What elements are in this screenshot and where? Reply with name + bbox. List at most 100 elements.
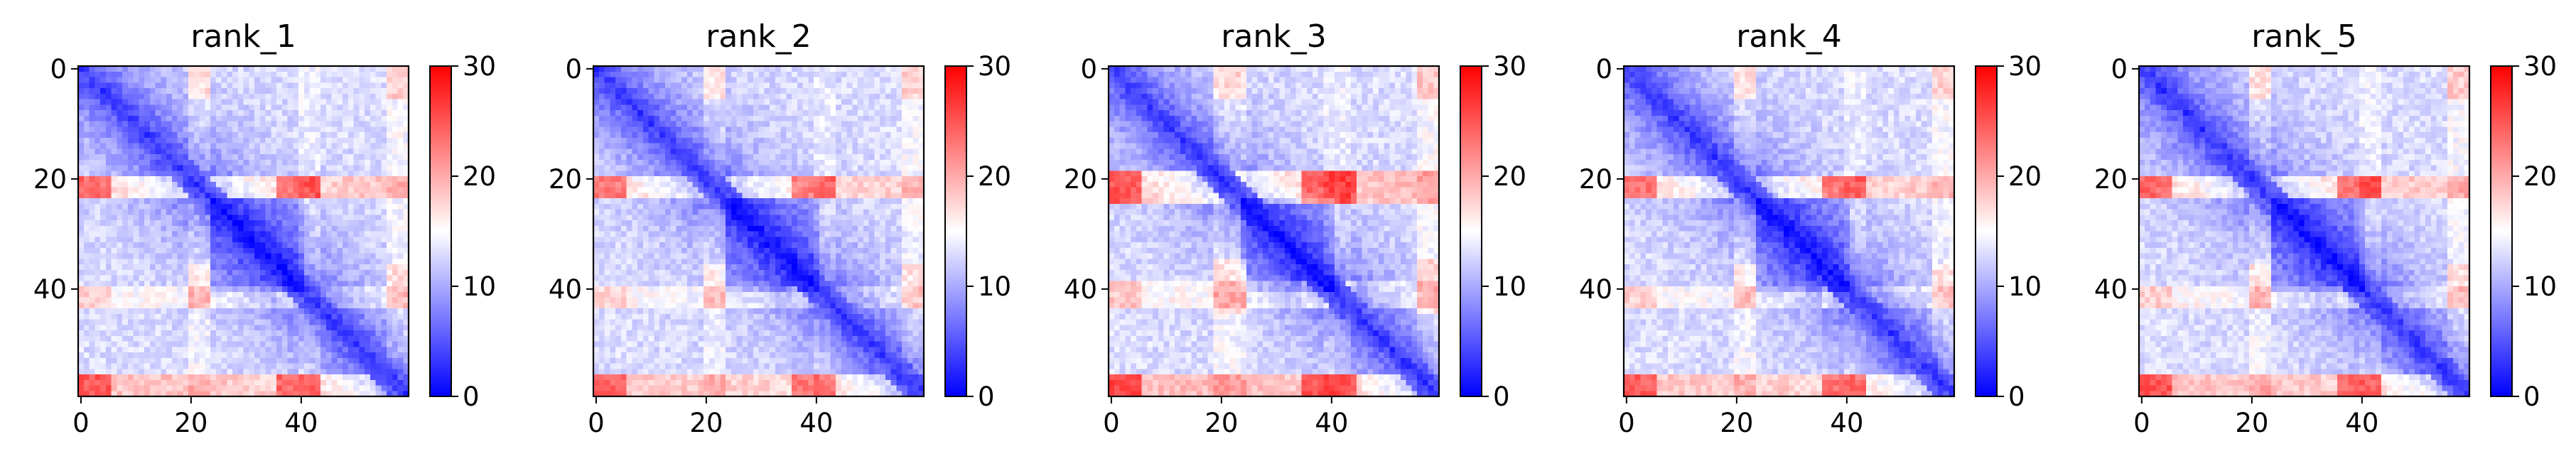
heatmap-cell	[144, 391, 151, 397]
heatmap-cell	[144, 126, 151, 133]
heatmap-cell	[780, 93, 787, 100]
heatmap-cell	[127, 281, 134, 287]
heatmap-cell	[375, 308, 382, 315]
heatmap-cell	[397, 88, 404, 94]
heatmap-cell	[78, 253, 85, 259]
heatmap-cell	[764, 132, 770, 139]
heatmap-cell	[315, 281, 321, 287]
heatmap-cell	[902, 82, 908, 89]
heatmap-cell	[331, 308, 338, 315]
heatmap-cell	[648, 93, 654, 100]
heatmap-cell	[692, 159, 699, 166]
heatmap-cell	[902, 126, 908, 133]
heatmap-cell	[381, 154, 387, 161]
heatmap-cell	[780, 71, 787, 78]
heatmap-cell	[232, 286, 239, 293]
heatmap-cell	[243, 77, 249, 83]
heatmap-cell	[698, 82, 704, 89]
heatmap-cell	[726, 93, 732, 100]
heatmap-cell	[824, 104, 831, 111]
heatmap-cell	[83, 291, 90, 298]
heatmap-cell	[303, 286, 311, 293]
heatmap-cell	[227, 99, 233, 105]
heatmap-cell	[95, 269, 101, 276]
heatmap-cell	[708, 148, 716, 155]
heatmap-cell	[166, 77, 173, 83]
heatmap-cell	[199, 225, 205, 232]
heatmap-cell	[664, 104, 672, 111]
heatmap-cell	[122, 325, 129, 331]
heatmap-cell	[133, 71, 139, 78]
heatmap-cell	[139, 203, 145, 210]
heatmap-cell	[155, 253, 161, 259]
heatmap-cell	[359, 215, 365, 221]
heatmap-cell	[359, 132, 365, 139]
heatmap-cell	[748, 143, 754, 149]
heatmap-cell	[237, 176, 244, 183]
heatmap-cell	[298, 335, 305, 342]
heatmap-cell	[265, 242, 271, 249]
heatmap-cell	[205, 275, 211, 281]
heatmap-cell	[387, 237, 393, 243]
heatmap-cell	[254, 104, 261, 111]
heatmap-cell	[293, 363, 299, 369]
heatmap-cell	[615, 176, 622, 183]
heatmap-cell	[726, 170, 732, 177]
heatmap-cell	[259, 137, 266, 144]
heatmap-cell	[797, 77, 804, 83]
heatmap-cell	[303, 203, 311, 210]
heatmap-cell	[320, 308, 327, 315]
heatmap-cell	[309, 170, 316, 177]
heatmap-cell	[133, 325, 139, 331]
heatmap-cell	[397, 319, 404, 325]
heatmap-cell	[387, 93, 393, 100]
heatmap-cell	[139, 291, 145, 298]
heatmap-cell	[78, 115, 85, 122]
heatmap-cell	[775, 66, 782, 72]
heatmap-cell	[259, 374, 266, 381]
heatmap-cell	[287, 385, 293, 391]
heatmap-cell	[375, 281, 382, 287]
heatmap-cell	[259, 198, 266, 205]
heatmap-cell	[642, 132, 650, 139]
heatmap-cell	[221, 347, 227, 353]
heatmap-cell	[381, 82, 387, 89]
heatmap-cell	[615, 159, 622, 166]
heatmap-cell	[593, 143, 600, 149]
heatmap-cell	[227, 286, 233, 293]
heatmap-cell	[824, 88, 831, 94]
heatmap-cell	[359, 237, 365, 243]
heatmap-cell	[642, 154, 650, 161]
heatmap-cell	[287, 121, 293, 127]
heatmap-cell	[331, 369, 338, 375]
heatmap-cell	[365, 115, 371, 122]
heatmap-cell	[100, 325, 107, 331]
heatmap-cell	[392, 187, 399, 193]
heatmap-cell	[259, 132, 266, 139]
heatmap-cell	[325, 66, 333, 72]
heatmap-cell	[83, 132, 90, 139]
heatmap-cell	[177, 379, 183, 386]
heatmap-cell	[303, 126, 311, 133]
heatmap-cell	[830, 143, 836, 149]
heatmap-cell	[177, 286, 183, 293]
heatmap-cell	[249, 363, 255, 369]
heatmap-cell	[753, 104, 760, 111]
heatmap-cell	[686, 99, 694, 105]
heatmap-cell	[714, 176, 721, 183]
heatmap-cell	[836, 71, 842, 78]
heatmap-cell	[89, 176, 95, 183]
heatmap-cell	[686, 66, 694, 72]
heatmap-cell	[331, 303, 338, 309]
heatmap-cell	[742, 181, 748, 188]
heatmap-cell	[748, 187, 754, 193]
heatmap-cell	[353, 104, 360, 111]
heatmap-cell	[183, 82, 189, 89]
heatmap-cell	[863, 66, 870, 72]
heatmap-cell	[786, 176, 792, 183]
heatmap-cell	[161, 237, 167, 243]
heatmap-cell	[298, 99, 305, 105]
heatmap-cell	[166, 154, 173, 161]
heatmap-cell	[392, 281, 399, 287]
heatmap-cell	[95, 143, 101, 149]
